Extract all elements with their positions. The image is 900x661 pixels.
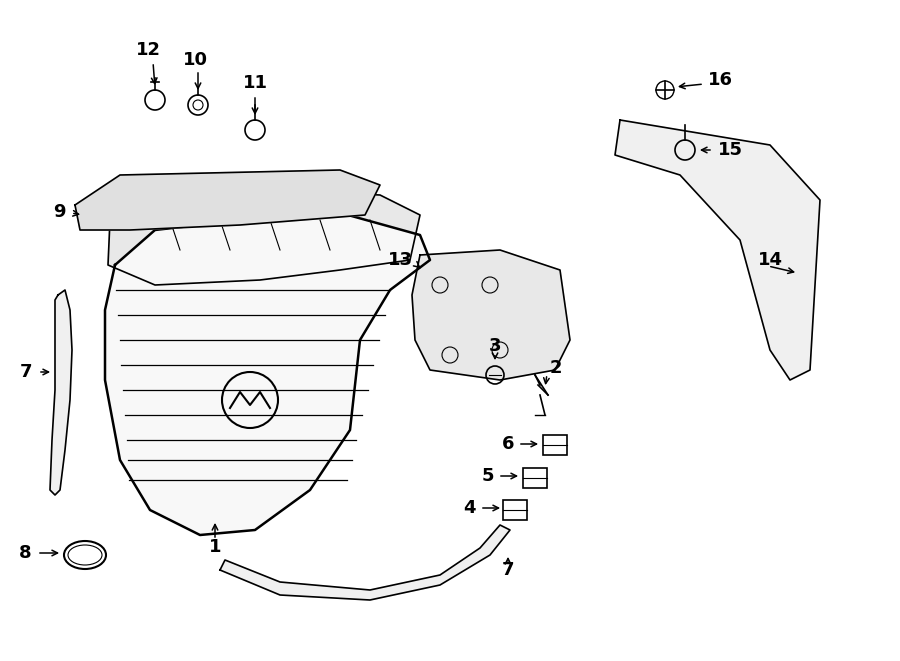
Text: 11: 11 bbox=[242, 74, 267, 92]
Polygon shape bbox=[108, 185, 420, 285]
Bar bbox=[523, 468, 547, 488]
Bar bbox=[503, 500, 527, 520]
Text: 12: 12 bbox=[136, 41, 160, 59]
Text: 14: 14 bbox=[758, 251, 783, 269]
Text: 3: 3 bbox=[489, 337, 501, 355]
Polygon shape bbox=[412, 250, 570, 380]
Polygon shape bbox=[220, 525, 510, 600]
Text: 7: 7 bbox=[20, 363, 32, 381]
Text: 16: 16 bbox=[708, 71, 733, 89]
Text: 2: 2 bbox=[550, 359, 562, 377]
Polygon shape bbox=[615, 120, 820, 380]
Bar bbox=[543, 435, 567, 455]
Text: 1: 1 bbox=[209, 538, 221, 556]
Text: 4: 4 bbox=[464, 499, 476, 517]
Text: 5: 5 bbox=[482, 467, 494, 485]
Polygon shape bbox=[50, 290, 72, 495]
Text: 9: 9 bbox=[53, 203, 66, 221]
Text: 8: 8 bbox=[20, 544, 32, 562]
Text: 7: 7 bbox=[502, 561, 514, 579]
Polygon shape bbox=[75, 170, 380, 230]
Polygon shape bbox=[105, 210, 430, 535]
Text: 6: 6 bbox=[501, 435, 514, 453]
Text: 10: 10 bbox=[183, 51, 208, 69]
Text: 15: 15 bbox=[718, 141, 743, 159]
Text: 13: 13 bbox=[388, 251, 413, 269]
